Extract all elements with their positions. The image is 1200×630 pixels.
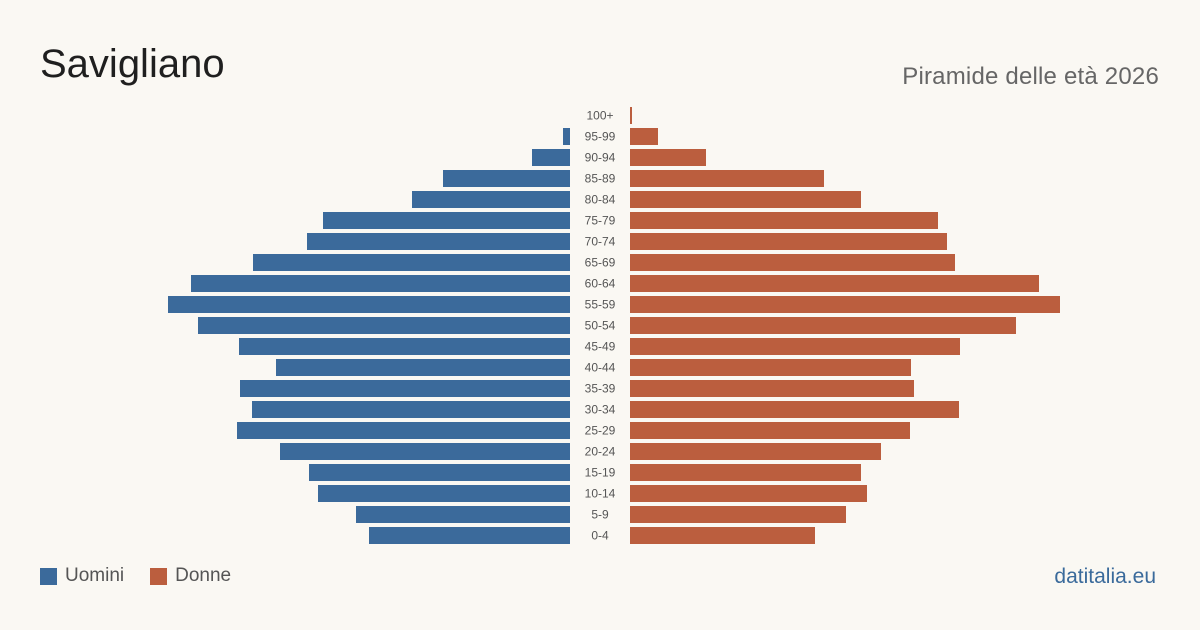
legend-swatch-women [150, 567, 168, 585]
legend-item-men: Uomini [40, 565, 124, 587]
bar-women-60-64 [630, 275, 1039, 292]
age-label-15-19: 15-19 [585, 466, 616, 480]
age-label-0-4: 0-4 [591, 529, 609, 543]
legend-swatch-men [40, 567, 57, 585]
age-label-45-49: 45-49 [585, 340, 616, 354]
bar-men-45-49 [239, 338, 570, 355]
age-label-70-74: 70-74 [585, 235, 616, 249]
bar-men-5-9 [356, 506, 570, 523]
chart-subtitle: Piramide delle età 2026 [902, 63, 1159, 90]
bar-women-75-79 [630, 212, 938, 229]
legend-label-men: Uomini [65, 565, 125, 586]
legend: Uomini Donne [40, 565, 231, 587]
age-label-85-89: 85-89 [585, 172, 616, 186]
bar-women-65-69 [630, 254, 955, 271]
age-label-5-9: 5-9 [591, 508, 609, 522]
population-pyramid-chart: 100+ 95-99 90-94 85-89 80-84 75-79 70-74 65-69 6… [168, 107, 1060, 544]
bar-women-45-49 [630, 338, 960, 355]
age-label-80-84: 80-84 [585, 193, 616, 207]
bar-men-20-24 [280, 443, 570, 460]
bar-men-35-39 [240, 380, 570, 397]
bar-women-80-84 [630, 191, 861, 208]
age-label-30-34: 30-34 [585, 403, 616, 417]
age-label-40-44: 40-44 [585, 361, 616, 375]
bar-men-85-89 [443, 170, 570, 187]
bar-men-40-44 [276, 359, 570, 376]
legend-item-women: Donne [150, 565, 231, 587]
bar-women-25-29 [630, 422, 910, 439]
bar-women-90-94 [630, 149, 706, 166]
age-label-100+: 100+ [586, 109, 613, 123]
age-label-50-54: 50-54 [585, 319, 616, 333]
bar-women-50-54 [630, 317, 1016, 334]
age-label-95-99: 95-99 [585, 130, 616, 144]
bar-women-85-89 [630, 170, 824, 187]
bar-men-90-94 [532, 149, 570, 166]
age-label-55-59: 55-59 [585, 298, 616, 312]
bar-men-95-99 [563, 128, 570, 145]
chart-title: Savigliano [40, 42, 225, 86]
bar-men-55-59 [168, 296, 570, 313]
age-label-60-64: 60-64 [585, 277, 616, 291]
bar-men-50-54 [198, 317, 570, 334]
bar-women-55-59 [630, 296, 1060, 313]
bar-women-0-4 [630, 527, 815, 544]
bar-women-10-14 [630, 485, 867, 502]
bar-men-70-74 [307, 233, 570, 250]
bar-women-40-44 [630, 359, 911, 376]
bar-women-100+ [630, 107, 632, 124]
bar-women-20-24 [630, 443, 881, 460]
age-label-20-24: 20-24 [585, 445, 616, 459]
bar-men-75-79 [323, 212, 570, 229]
bar-men-25-29 [237, 422, 570, 439]
age-label-65-69: 65-69 [585, 256, 616, 270]
bar-men-65-69 [253, 254, 570, 271]
age-label-35-39: 35-39 [585, 382, 616, 396]
bar-men-10-14 [318, 485, 570, 502]
bar-women-70-74 [630, 233, 947, 250]
legend-label-women: Donne [175, 565, 232, 586]
bar-men-80-84 [412, 191, 570, 208]
bar-women-30-34 [630, 401, 959, 418]
age-label-90-94: 90-94 [585, 151, 616, 165]
brand-link[interactable]: datitalia.eu [1054, 565, 1156, 588]
bar-women-95-99 [630, 128, 658, 145]
bar-men-60-64 [191, 275, 570, 292]
bar-men-30-34 [252, 401, 570, 418]
age-label-25-29: 25-29 [585, 424, 616, 438]
age-label-75-79: 75-79 [585, 214, 616, 228]
bar-men-15-19 [309, 464, 570, 481]
bar-women-5-9 [630, 506, 846, 523]
bar-women-35-39 [630, 380, 914, 397]
bar-men-0-4 [369, 527, 570, 544]
age-label-10-14: 10-14 [585, 487, 616, 501]
bar-women-15-19 [630, 464, 861, 481]
